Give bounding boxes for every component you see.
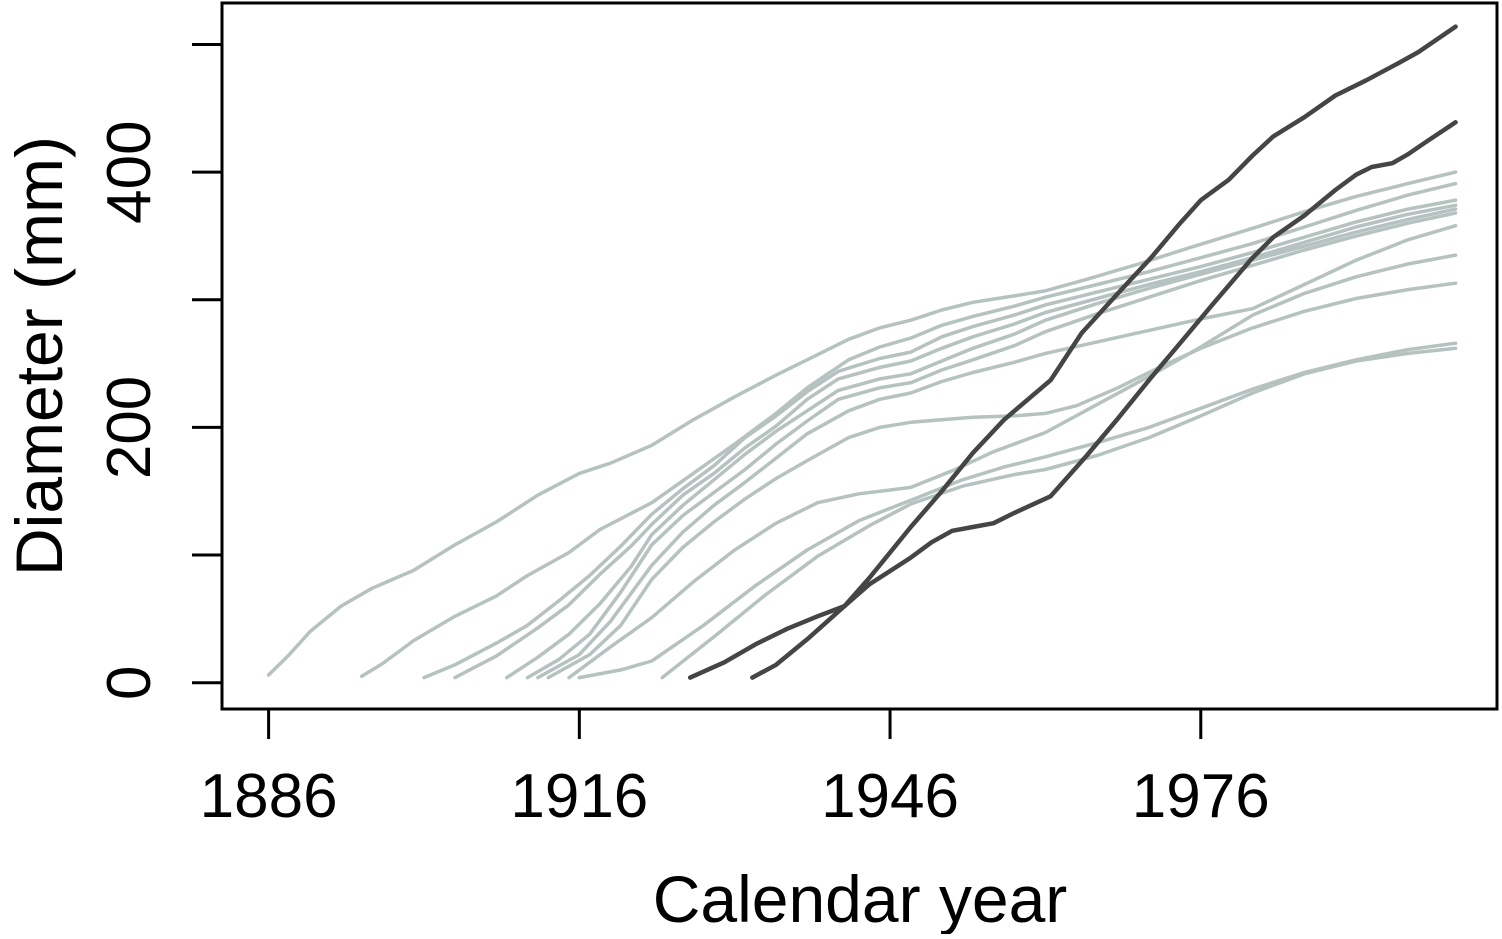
growth-line-tree-08: [546, 281, 1458, 680]
growth-line-tree-05: [505, 207, 1458, 680]
y-axis-title: Diameter (mm): [2, 136, 76, 576]
y-tick-label: 200: [95, 376, 164, 479]
y-tick-label: 400: [95, 120, 164, 223]
x-axis-title: Calendar year: [653, 862, 1068, 934]
growth-line-tree-12: [687, 120, 1458, 680]
plot-border: [220, 1, 1499, 711]
growth-line-tree-03: [422, 198, 1458, 680]
growth-line-tree-02: [360, 181, 1458, 679]
growth-line-tree-06: [525, 211, 1458, 680]
x-tick-label: 1946: [821, 762, 959, 831]
growth-line-tree-11: [660, 346, 1458, 680]
growth-line-tree-04: [453, 203, 1458, 680]
axis-layer: 1886 1916 1946 1976 0 200 400: [95, 42, 1270, 831]
x-tick-label: 1916: [510, 762, 648, 831]
x-tick-label: 1976: [1132, 762, 1270, 831]
x-tick-label: 1886: [200, 762, 338, 831]
y-tick-label: 0: [95, 665, 164, 699]
growth-line-tree-09: [567, 253, 1458, 680]
growth-line-tree-13: [750, 24, 1458, 680]
growth-line-tree-07: [536, 223, 1458, 680]
growth-line-tree-01: [266, 170, 1458, 677]
series-layer: [266, 24, 1458, 680]
